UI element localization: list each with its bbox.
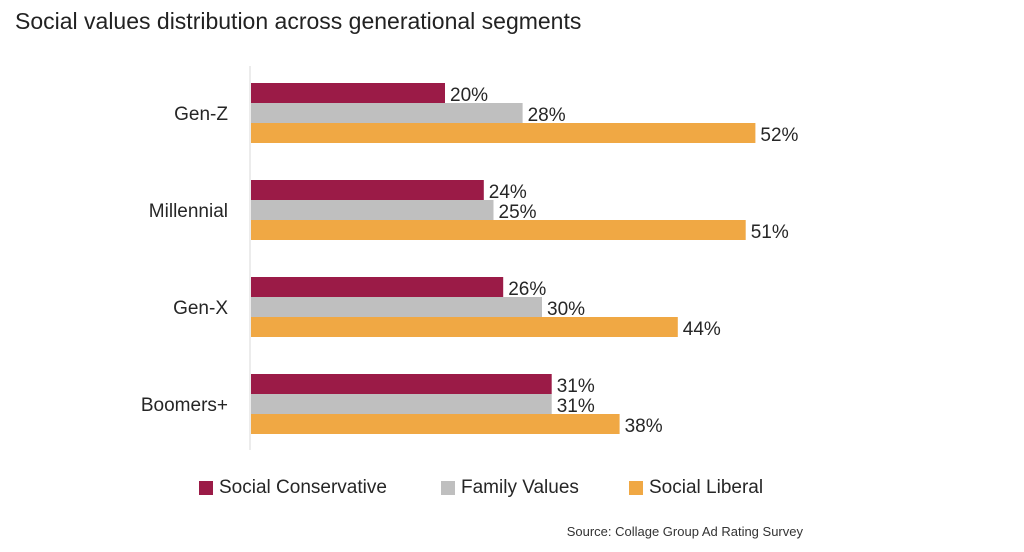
legend-item-social-liberal: Social Liberal	[629, 477, 763, 499]
bar-family-values-gen-x	[251, 297, 542, 317]
chart-title: Social values distribution across genera…	[15, 8, 582, 34]
bar-family-values-gen-z	[251, 103, 523, 123]
bar-family-values-millennial	[251, 200, 494, 220]
value-label-social-conservative-gen-x: 26%	[508, 279, 546, 300]
category-label-gen-x: Gen-X	[173, 298, 228, 319]
category-label-millennial: Millennial	[149, 201, 228, 222]
bar-social-conservative-boomers	[251, 374, 552, 394]
bar-social-liberal-millennial	[251, 220, 746, 240]
legend-item-social-conservative: Social Conservative	[199, 477, 387, 499]
legend-swatch-social-conservative	[199, 481, 213, 495]
bar-social-conservative-gen-x	[251, 277, 504, 297]
value-label-social-liberal-gen-z: 52%	[760, 125, 798, 146]
bar-social-liberal-gen-x	[251, 317, 678, 337]
value-label-social-liberal-boomers: 38%	[625, 416, 663, 437]
value-label-social-liberal-gen-x: 44%	[683, 319, 721, 340]
bar-social-conservative-gen-z	[251, 83, 445, 103]
value-label-family-values-gen-z: 28%	[528, 105, 566, 126]
value-label-family-values-millennial: 25%	[499, 202, 537, 223]
bar-social-liberal-boomers	[251, 414, 620, 434]
source-note: Source: Collage Group Ad Rating Survey	[566, 524, 803, 539]
value-label-family-values-gen-x: 30%	[547, 299, 585, 320]
legend-label-family-values: Family Values	[461, 477, 579, 498]
legend-item-family-values: Family Values	[441, 477, 579, 499]
legend-label-social-liberal: Social Liberal	[649, 477, 764, 498]
category-label-gen-z: Gen-Z	[174, 104, 228, 125]
value-label-social-liberal-millennial: 51%	[751, 222, 789, 243]
value-label-social-conservative-gen-z: 20%	[450, 85, 488, 106]
value-label-social-conservative-boomers: 31%	[557, 376, 595, 397]
legend-swatch-family-values	[441, 481, 455, 495]
legend-label-social-conservative: Social Conservative	[219, 477, 387, 498]
bar-social-liberal-gen-z	[251, 123, 756, 143]
category-label-boomers: Boomers+	[141, 395, 228, 416]
legend: Social Conservative Family Values Social…	[0, 477, 1024, 505]
value-label-family-values-boomers: 31%	[557, 396, 595, 417]
legend-swatch-social-liberal	[629, 481, 643, 495]
bar-family-values-boomers	[251, 394, 552, 414]
bar-social-conservative-millennial	[251, 180, 484, 200]
value-label-social-conservative-millennial: 24%	[489, 182, 527, 203]
